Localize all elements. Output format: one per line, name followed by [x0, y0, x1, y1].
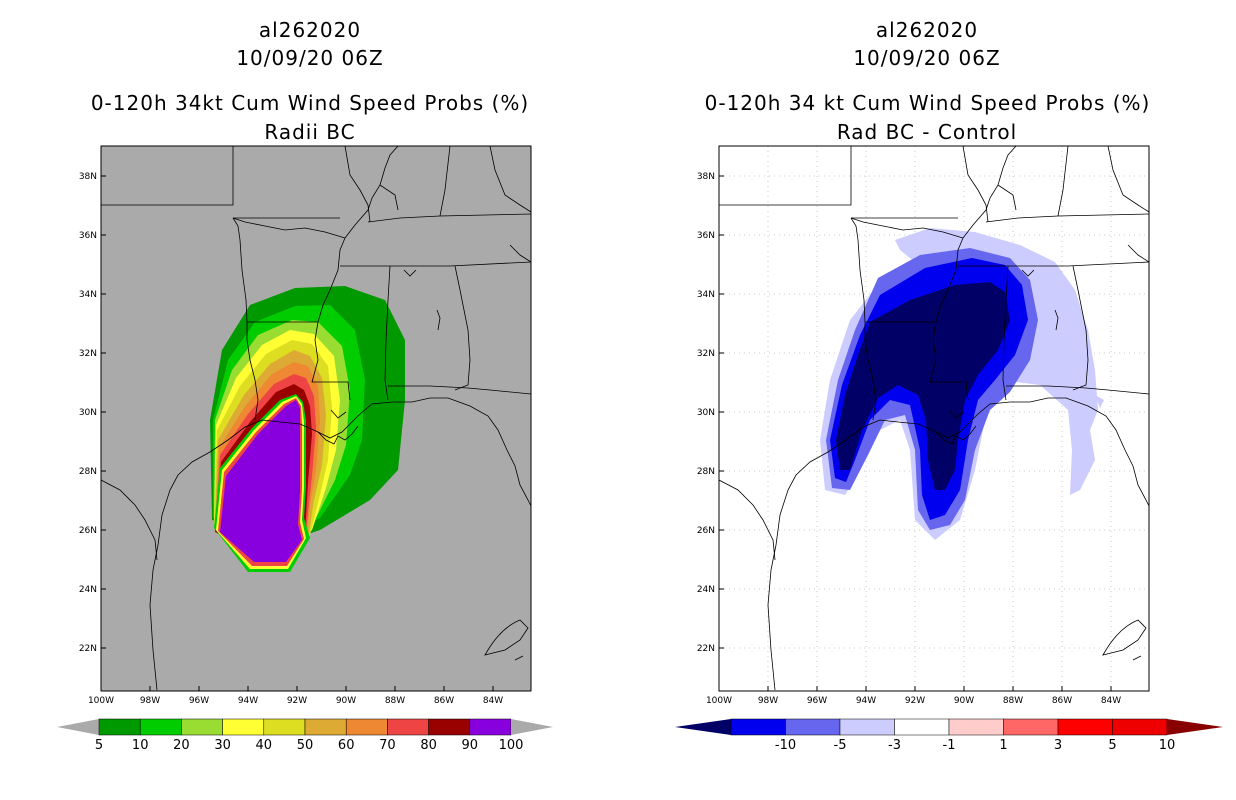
- lat-label: 26N: [79, 526, 97, 536]
- colorbar-label: -3: [888, 738, 901, 753]
- colorbar-swatch: [98, 718, 141, 736]
- right-map-frame: [718, 145, 1150, 692]
- right-axis-ticks: 38N 36N 34N 32N 30N 28N 26N 24N 22N 100W 98W 96W 94W…: [697, 172, 1121, 706]
- colorbar-label: 3: [1054, 738, 1062, 753]
- colorbar-swatch: [785, 718, 841, 736]
- colorbar-low-arrow: [675, 719, 731, 735]
- lon-label: 92W: [905, 696, 925, 706]
- colorbar-swatch: [730, 718, 786, 736]
- lat-label: 24N: [697, 585, 715, 595]
- left-product-title: 0-120h 34kt Cum Wind Speed Probs (%): [90, 91, 530, 115]
- lon-label: 96W: [807, 696, 827, 706]
- right-datetime: 10/09/20 06Z: [853, 46, 1001, 70]
- colorbar-swatch: [1112, 718, 1168, 736]
- right-map: 38N 36N 34N 32N 30N 28N 26N 24N 22N 100W 98W 96W 94W…: [697, 145, 1150, 706]
- lat-label: 38N: [79, 172, 97, 182]
- lon-label: 100W: [706, 696, 732, 706]
- colorbar-label: 60: [338, 738, 355, 753]
- lon-label: 90W: [954, 696, 974, 706]
- lon-label: 88W: [1003, 696, 1023, 706]
- colorbar-label: 20: [173, 738, 190, 753]
- colorbar-label: -1: [943, 738, 956, 753]
- left-map-frame: [100, 145, 532, 692]
- left-subtitle: Radii BC: [264, 120, 356, 144]
- colorbar-swatch: [263, 718, 306, 736]
- right-subtitle: Rad BC - Control: [836, 120, 1018, 144]
- lat-label: 34N: [697, 290, 715, 300]
- colorbar-swatch: [469, 718, 512, 736]
- lon-label: 90W: [336, 696, 356, 706]
- lat-label: 30N: [697, 408, 715, 418]
- lon-label: 88W: [385, 696, 405, 706]
- lat-label: 38N: [697, 172, 715, 182]
- colorbar-low-arrow: [57, 719, 99, 735]
- left-datetime: 10/09/20 06Z: [236, 46, 384, 70]
- lon-label: 86W: [434, 696, 454, 706]
- colorbar-label: 5: [1108, 738, 1116, 753]
- colorbar-label: -5: [834, 738, 847, 753]
- colorbar-label: 100: [499, 738, 524, 753]
- colorbar-label: 1: [999, 738, 1007, 753]
- lon-label: 86W: [1052, 696, 1072, 706]
- colorbar-swatch: [304, 718, 347, 736]
- lat-label: 28N: [79, 467, 97, 477]
- lon-label: 98W: [140, 696, 160, 706]
- lon-label: 84W: [483, 696, 503, 706]
- lon-label: 100W: [88, 696, 114, 706]
- colorbar-label: 40: [256, 738, 273, 753]
- colorbar-high-arrow: [511, 719, 553, 735]
- lat-label: 22N: [697, 644, 715, 654]
- lon-label: 92W: [287, 696, 307, 706]
- colorbar-label: -10: [775, 738, 796, 753]
- right-storm-id: al262020: [875, 18, 979, 42]
- colorbar-swatch: [839, 718, 895, 736]
- lon-label: 84W: [1101, 696, 1121, 706]
- lat-label: 26N: [697, 526, 715, 536]
- left-colorbar: 5 10 20 30 40 50 60 70 80 90 100: [57, 718, 553, 753]
- colorbar-label: 70: [379, 738, 396, 753]
- colorbar-label: 5: [95, 738, 103, 753]
- lat-label: 30N: [79, 408, 97, 418]
- right-product-title: 0-120h 34 kt Cum Wind Speed Probs (%): [704, 91, 1151, 115]
- left-probability-field: [210, 286, 405, 572]
- lat-label: 36N: [79, 231, 97, 241]
- colorbar-label: 90: [462, 738, 479, 753]
- left-axis-ticks: 38N 36N 34N 32N 30N 28N 26N 24N 22N 100W 98W 96W 94W…: [79, 172, 503, 706]
- lat-label: 24N: [79, 585, 97, 595]
- right-difference-field: [820, 228, 1104, 540]
- colorbar-swatch: [1003, 718, 1059, 736]
- lon-label: 94W: [856, 696, 876, 706]
- right-colorbar: -10 -5 -3 -1 1 3 5 10: [675, 718, 1223, 753]
- lon-label: 94W: [238, 696, 258, 706]
- colorbar-swatch: [345, 718, 388, 736]
- colorbar-label: 30: [214, 738, 231, 753]
- colorbar-swatch: [139, 718, 182, 736]
- left-map: 38N 36N 34N 32N 30N 28N 26N 24N 22N 100W 98W 96W 94W…: [79, 145, 532, 706]
- lon-label: 98W: [758, 696, 778, 706]
- lat-label: 34N: [79, 290, 97, 300]
- colorbar-label: 10: [132, 738, 149, 753]
- lat-label: 36N: [697, 231, 715, 241]
- lat-label: 32N: [697, 349, 715, 359]
- lat-label: 22N: [79, 644, 97, 654]
- left-storm-id: al262020: [258, 18, 362, 42]
- colorbar-swatch: [222, 718, 265, 736]
- colorbar-swatch: [948, 718, 1004, 736]
- colorbar-swatch: [1057, 718, 1113, 736]
- colorbar-high-arrow: [1167, 719, 1223, 735]
- colorbar-swatch: [428, 718, 471, 736]
- colorbar-swatch: [387, 718, 429, 736]
- lat-label: 28N: [697, 467, 715, 477]
- colorbar-swatch: [181, 718, 223, 736]
- colorbar-swatch: [894, 718, 950, 736]
- colorbar-label: 10: [1159, 738, 1176, 753]
- lon-label: 96W: [189, 696, 209, 706]
- colorbar-label: 50: [297, 738, 314, 753]
- lat-label: 32N: [79, 349, 97, 359]
- colorbar-label: 80: [420, 738, 437, 753]
